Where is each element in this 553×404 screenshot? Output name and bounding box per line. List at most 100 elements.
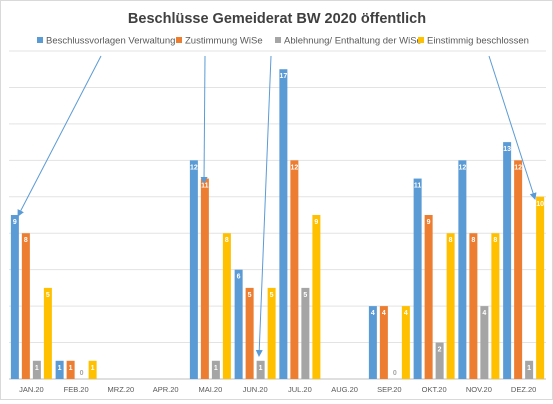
data-label: 5 — [303, 292, 307, 299]
bar — [401, 306, 410, 379]
legend-label: Einstimmig beschlossen — [427, 36, 529, 47]
bar — [211, 360, 220, 379]
data-label: 4 — [382, 310, 386, 317]
bar — [413, 178, 422, 379]
data-label: 1 — [259, 365, 263, 372]
legend-label: Zustimmung WiSe — [185, 36, 263, 47]
bar — [435, 342, 444, 379]
annotation-arrow — [488, 55, 537, 200]
legend-swatch — [176, 37, 182, 43]
data-label: 5 — [46, 292, 50, 299]
bar — [256, 360, 265, 379]
data-label: 4 — [371, 310, 375, 317]
bar — [424, 215, 433, 379]
bar — [480, 306, 489, 379]
data-label: 1 — [58, 365, 62, 372]
bar — [10, 215, 19, 379]
data-label: 12 — [458, 164, 466, 171]
x-tick-label: JUN.20 — [243, 385, 268, 394]
data-label: 5 — [270, 292, 274, 299]
x-tick-label: JAN.20 — [19, 385, 44, 394]
bar — [32, 360, 41, 379]
bar — [234, 269, 243, 379]
data-label: 12 — [290, 164, 298, 171]
data-label: 9 — [13, 219, 17, 226]
bar — [43, 287, 52, 379]
data-label: 10 — [536, 201, 544, 208]
data-label: 12 — [514, 164, 522, 171]
bar — [245, 287, 254, 379]
x-tick-label: SEP.20 — [377, 385, 401, 394]
annotation-arrow — [200, 55, 208, 184]
data-label: 11 — [201, 183, 209, 190]
data-label: 4 — [404, 310, 408, 317]
bars — [10, 69, 545, 379]
legend-swatch — [275, 37, 281, 43]
data-label: 8 — [471, 237, 475, 244]
annotation-arrows — [17, 55, 537, 357]
annotation-arrow — [17, 55, 102, 217]
x-tick-label: DEZ.20 — [511, 385, 536, 394]
x-axis-ticks: JAN.20 FEB.20 MRZ.20 APR.20 MAI.20 JUN.20 JUL.… — [19, 385, 536, 394]
bar — [525, 360, 534, 379]
bar — [458, 160, 467, 379]
data-label: 1 — [214, 365, 218, 372]
x-tick-label: MRZ.20 — [108, 385, 135, 394]
data-label: 12 — [190, 164, 198, 171]
bar — [279, 69, 288, 379]
legend: Beschlussvorlagen Verwaltung Zustimmung W… — [37, 36, 529, 47]
x-tick-label: AUG.20 — [331, 385, 358, 394]
bar — [536, 196, 545, 379]
bar — [267, 287, 276, 379]
data-label: 0 — [393, 370, 397, 377]
bar — [469, 233, 478, 379]
legend-swatch — [418, 37, 424, 43]
data-label: 9 — [427, 219, 431, 226]
data-label: 8 — [225, 237, 229, 244]
data-label: 6 — [237, 274, 241, 281]
data-label: 13 — [503, 146, 511, 153]
x-tick-label: MAI.20 — [198, 385, 222, 394]
legend-swatch — [37, 37, 43, 43]
bar — [491, 233, 500, 379]
data-label: 11 — [414, 183, 422, 190]
data-label: 0 — [80, 370, 84, 377]
data-label: 1 — [35, 365, 39, 372]
bar — [66, 360, 75, 379]
data-label: 5 — [248, 292, 252, 299]
data-label: 1 — [527, 365, 531, 372]
data-label: 8 — [24, 237, 28, 244]
data-label: 1 — [69, 365, 73, 372]
data-label: 1 — [91, 365, 95, 372]
bar — [514, 160, 523, 379]
data-label: 17 — [279, 73, 287, 80]
legend-label: Beschlussvorlagen Verwaltung — [46, 36, 175, 47]
bar — [446, 233, 455, 379]
bar — [312, 215, 321, 379]
data-label: 8 — [449, 237, 453, 244]
data-label: 9 — [314, 219, 318, 226]
bar — [88, 360, 97, 379]
bar — [55, 360, 64, 379]
data-label: 2 — [438, 347, 442, 354]
annotation-arrow — [255, 55, 272, 357]
gridlines — [9, 50, 546, 380]
chart-title: Beschlüsse Gemeiderat BW 2020 öffentlich — [128, 11, 426, 27]
bar — [301, 287, 310, 379]
x-tick-label: FEB.20 — [64, 385, 89, 394]
x-tick-label: OKT.20 — [422, 385, 447, 394]
x-tick-label: APR.20 — [153, 385, 179, 394]
bar — [503, 142, 512, 379]
bar — [21, 233, 30, 379]
bar — [368, 306, 377, 379]
data-label: 4 — [482, 310, 486, 317]
x-tick-label: JUL.20 — [288, 385, 312, 394]
bar — [200, 178, 209, 379]
data-label: 8 — [493, 237, 497, 244]
x-tick-label: NOV.20 — [466, 385, 492, 394]
bar — [222, 233, 231, 379]
legend-label: Ablehnung/ Enthaltung der WiSe — [284, 36, 422, 47]
